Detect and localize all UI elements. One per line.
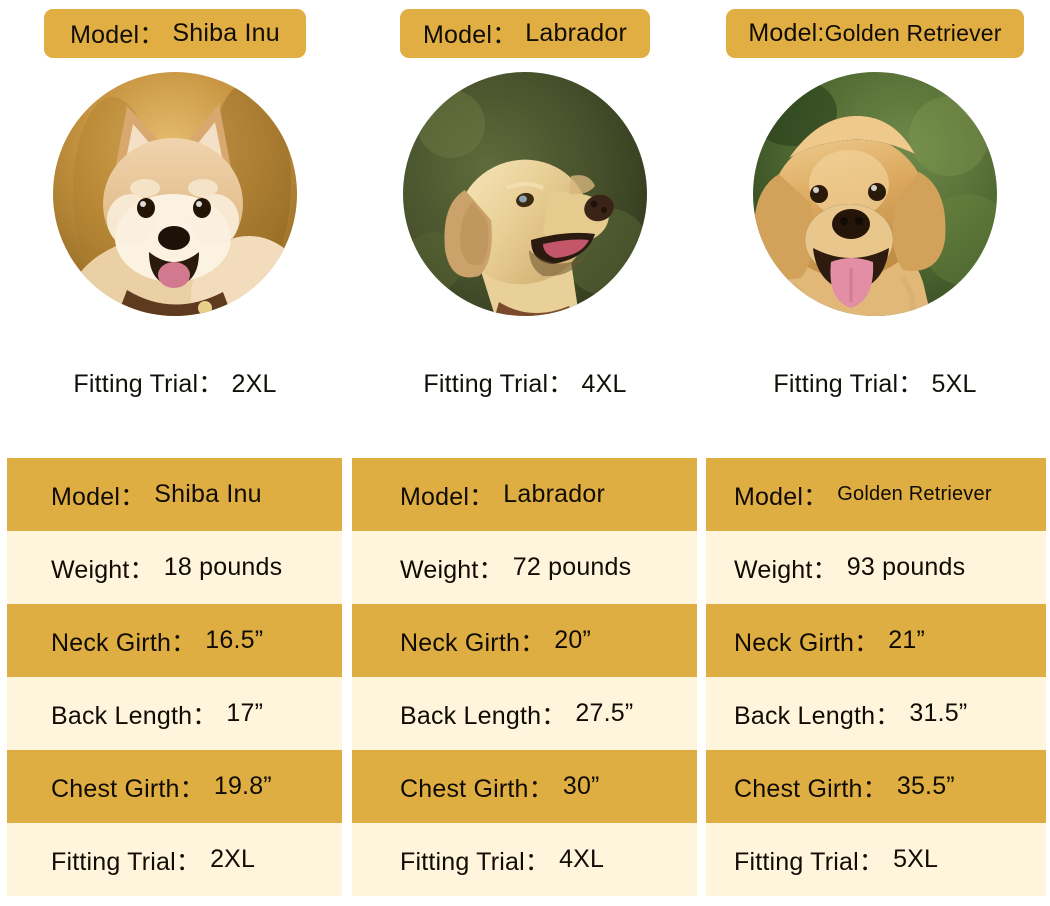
fitting-trial-caption: Fitting Trial： 5XL — [773, 364, 976, 400]
row-value: Golden Retriever — [837, 483, 992, 505]
row-value: 27.5” — [575, 699, 634, 727]
badge-zone: Model: Golden Retriever — [700, 0, 1050, 66]
table-row: Weight： 72 pounds — [352, 531, 697, 604]
fitting-trial-caption-label: Fitting Trial： — [773, 370, 924, 398]
badge-zone: Model： Labrador — [350, 0, 700, 66]
model-badge-value: Labrador — [525, 18, 627, 47]
row-label: Weight： — [400, 555, 504, 584]
model-badge-value: Golden Retriever — [824, 19, 1002, 46]
fitting-trial-caption: Fitting Trial： 2XL — [73, 364, 276, 400]
table-row: Back Length： 17” — [7, 677, 342, 750]
table-row: Back Length： 27.5” — [352, 677, 697, 750]
breed-column-golden-retriever: Model: Golden Retriever — [700, 0, 1050, 906]
caption-zone: Fitting Trial： 4XL — [350, 346, 700, 418]
table-row: Chest Girth： 30” — [352, 750, 697, 823]
row-label: Chest Girth： — [400, 774, 554, 803]
model-badge: Model： Labrador — [400, 8, 650, 58]
fitting-trial-caption-value: 2XL — [231, 370, 277, 398]
shiba-inu-photo — [53, 72, 297, 316]
table-row: Fitting Trial： 4XL — [352, 823, 697, 896]
breed-column-shiba-inu: Model： Shiba Inu — [0, 0, 350, 906]
breed-column-labrador: Model： Labrador — [350, 0, 700, 906]
table-row: Fitting Trial： 5XL — [706, 823, 1046, 896]
row-value: 93 pounds — [846, 553, 966, 581]
photo-zone — [700, 66, 1050, 346]
model-badge-label: Model： — [70, 21, 165, 49]
row-label: Weight： — [51, 555, 155, 584]
spec-table: Model： Shiba Inu Weight： 18 pounds Neck Gi… — [7, 458, 342, 896]
row-value: Labrador — [503, 480, 605, 508]
table-row: Neck Girth： 21” — [706, 604, 1046, 677]
table-row: Neck Girth： 16.5” — [7, 604, 342, 677]
row-value: 2XL — [210, 845, 256, 873]
fitting-trial-caption-value: 5XL — [931, 370, 977, 398]
row-value: 19.8” — [213, 772, 272, 800]
fitting-trial-caption-label: Fitting Trial： — [73, 370, 224, 398]
spec-table: Model： Labrador Weight： 72 pounds Neck Gir… — [352, 458, 697, 896]
row-label: Fitting Trial： — [734, 847, 885, 876]
spec-table: Model： Golden Retriever Weight： 93 pounds … — [706, 458, 1046, 896]
model-badge: Model: Golden Retriever — [726, 8, 1024, 58]
model-badge-value: Shiba Inu — [172, 18, 280, 47]
caption-zone: Fitting Trial： 2XL — [0, 346, 350, 418]
model-badge: Model： Shiba Inu — [44, 8, 306, 58]
fitting-trial-caption: Fitting Trial： 4XL — [423, 364, 626, 400]
row-value: Shiba Inu — [154, 480, 262, 508]
row-label: Model： — [734, 482, 829, 511]
table-row: Neck Girth： 20” — [352, 604, 697, 677]
row-value: 4XL — [559, 845, 605, 873]
fitting-trial-caption-label: Fitting Trial： — [423, 370, 574, 398]
table-row: Weight： 93 pounds — [706, 531, 1046, 604]
row-label: Back Length： — [400, 701, 567, 730]
row-value: 21” — [888, 626, 926, 654]
table-row: Model： Shiba Inu — [7, 458, 342, 531]
row-label: Fitting Trial： — [400, 847, 551, 876]
row-value: 35.5” — [896, 772, 955, 800]
row-value: 31.5” — [909, 699, 968, 727]
row-label: Chest Girth： — [734, 774, 888, 803]
row-label: Fitting Trial： — [51, 847, 202, 876]
row-value: 18 pounds — [163, 553, 283, 581]
row-value: 16.5” — [205, 626, 264, 654]
row-label: Neck Girth： — [51, 628, 197, 657]
table-row: Model： Labrador — [352, 458, 697, 531]
labrador-photo — [403, 72, 647, 316]
photo-zone — [0, 66, 350, 346]
table-row: Model： Golden Retriever — [706, 458, 1046, 531]
golden-retriever-photo — [753, 72, 997, 316]
row-label: Back Length： — [51, 701, 218, 730]
row-label: Model： — [51, 482, 146, 511]
table-row: Back Length： 31.5” — [706, 677, 1046, 750]
table-row: Weight： 18 pounds — [7, 531, 342, 604]
row-value: 17” — [226, 699, 264, 727]
row-value: 20” — [554, 626, 592, 654]
badge-zone: Model： Shiba Inu — [0, 0, 350, 66]
model-badge-label: Model: — [748, 18, 825, 47]
row-value: 30” — [562, 772, 600, 800]
table-row: Fitting Trial： 2XL — [7, 823, 342, 896]
row-value: 5XL — [893, 845, 939, 873]
row-label: Neck Girth： — [400, 628, 546, 657]
row-value: 72 pounds — [512, 553, 632, 581]
row-label: Model： — [400, 482, 495, 511]
photo-zone — [350, 66, 700, 346]
table-row: Chest Girth： 35.5” — [706, 750, 1046, 823]
row-label: Neck Girth： — [734, 628, 880, 657]
row-label: Back Length： — [734, 701, 901, 730]
table-row: Chest Girth： 19.8” — [7, 750, 342, 823]
caption-zone: Fitting Trial： 5XL — [700, 346, 1050, 418]
row-label: Chest Girth： — [51, 774, 205, 803]
row-label: Weight： — [734, 555, 838, 584]
fitting-trial-caption-value: 4XL — [581, 370, 627, 398]
model-badge-label: Model： — [423, 21, 518, 49]
